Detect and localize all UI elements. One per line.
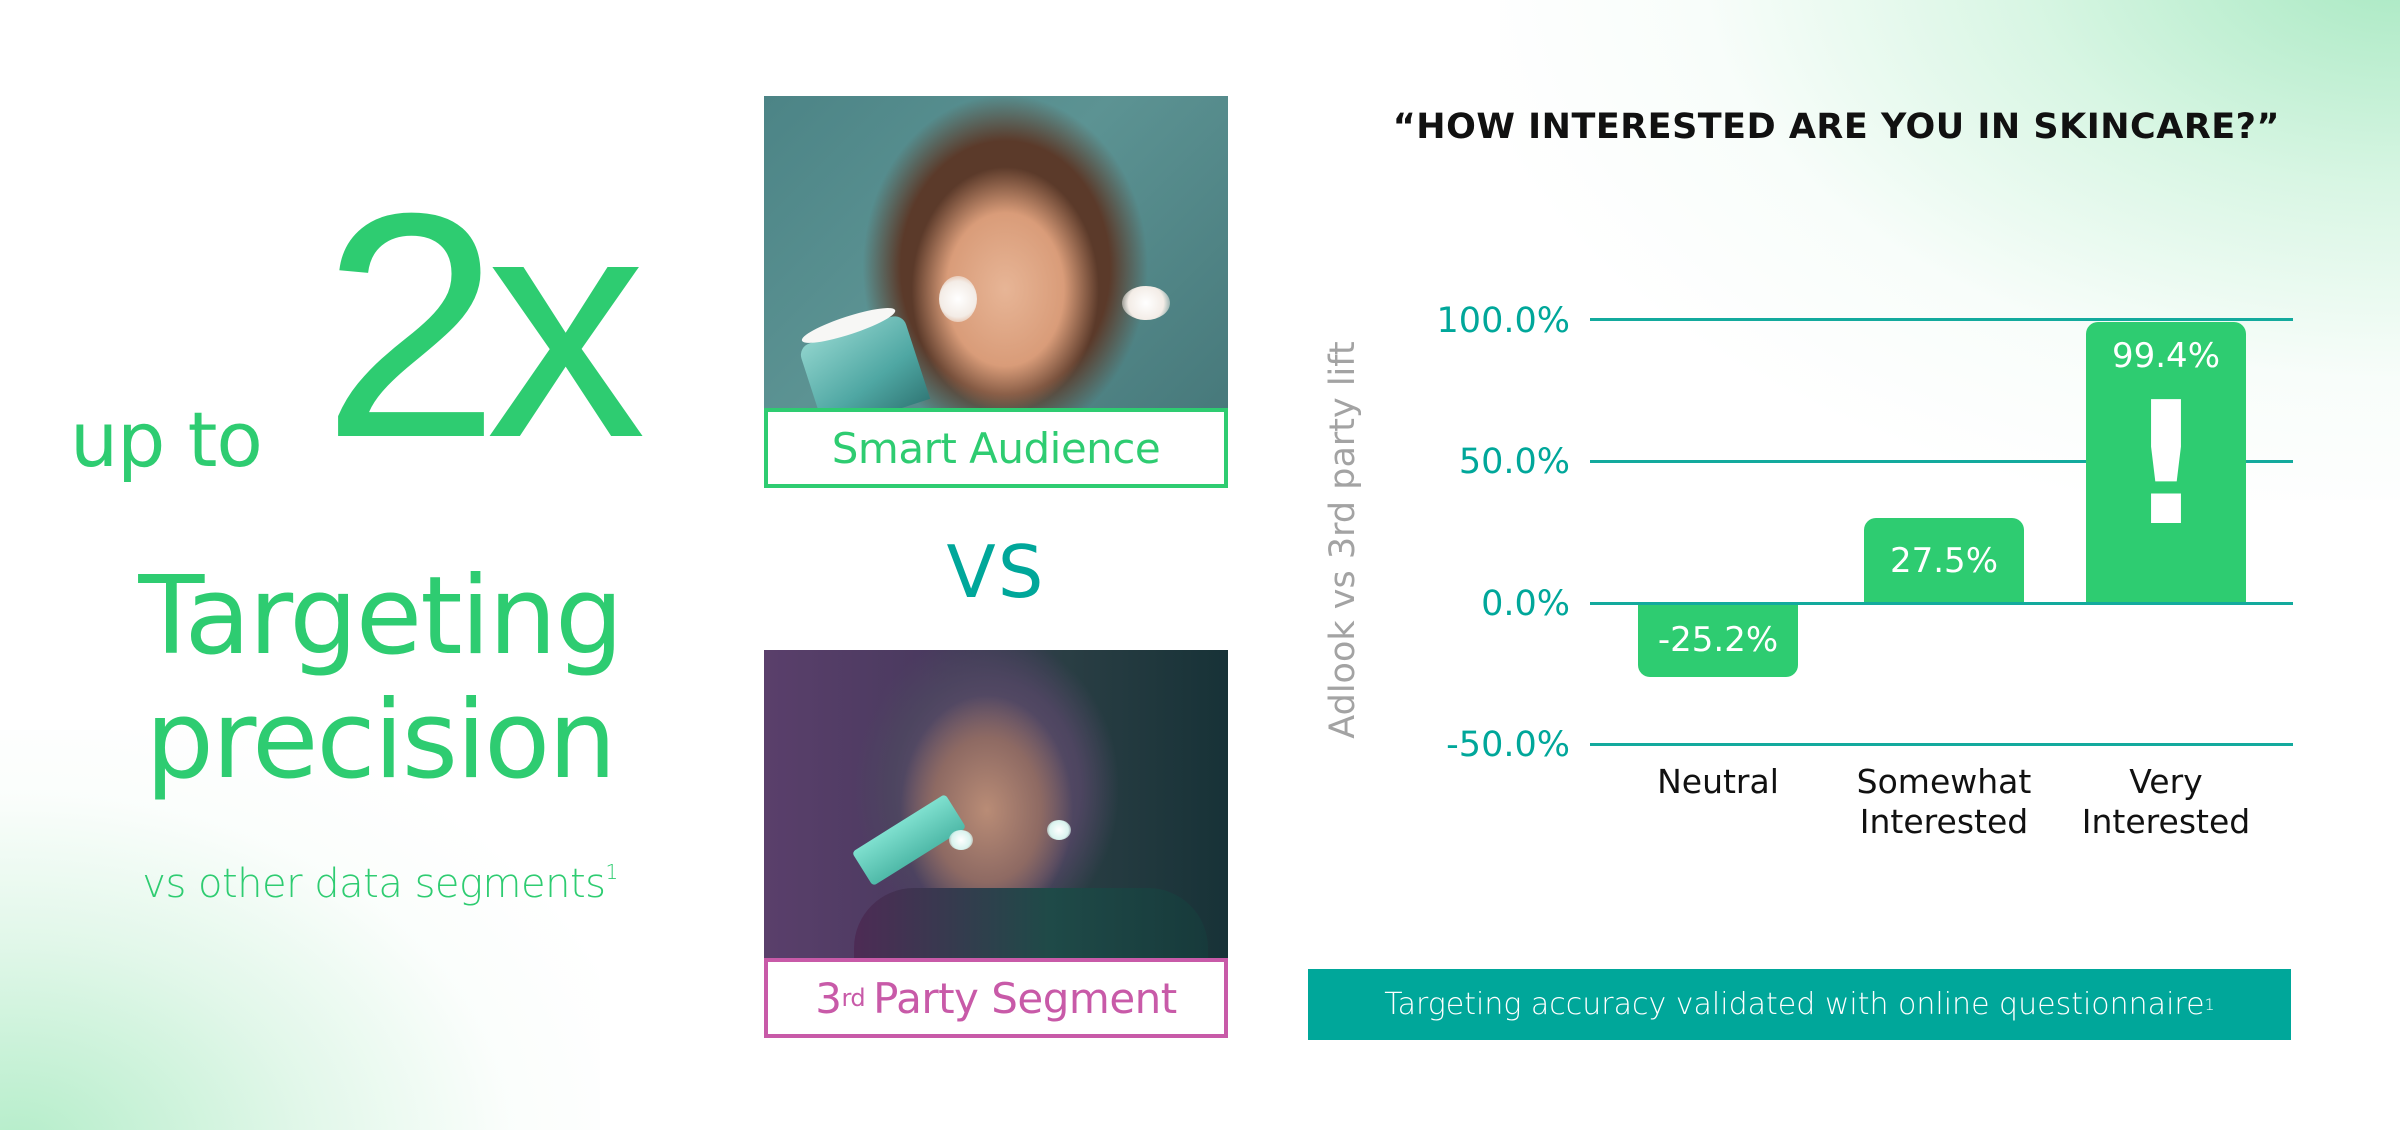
hero-title-line1: Targeting	[138, 554, 623, 679]
y-tick-100: 100.0%	[1436, 301, 1570, 341]
y-axis-label: Adlook vs 3rd party lift	[1323, 341, 1363, 739]
cream-dab	[949, 830, 973, 850]
gridline-50	[1590, 460, 2293, 463]
bar-somewhat-interested: 27.5%	[1864, 518, 2024, 603]
footer-banner: Targeting accuracy validated with online…	[1308, 969, 2291, 1040]
x-category-very-interested: Very Interested	[2081, 762, 2251, 841]
footnote-marker: 1	[2204, 995, 2215, 1014]
man-skincare-photo	[764, 650, 1228, 958]
bar-neutral: -25.2%	[1638, 603, 1798, 677]
hero-multiplier: 2x	[322, 146, 646, 504]
vs-separator: VS	[946, 530, 1046, 614]
y-tick-0: 0.0%	[1481, 584, 1570, 624]
cream-dab	[1047, 820, 1071, 840]
chart-title: “HOW INTERESTED ARE YOU IN SKINCARE?”	[1392, 107, 2280, 147]
y-tick-neg50: -50.0%	[1446, 725, 1570, 765]
background-glow-top-right	[1500, 0, 2400, 500]
cream-jar-icon	[797, 313, 931, 408]
footnote-marker: 1	[605, 860, 618, 884]
gridline-neg50	[1590, 743, 2293, 746]
footer-text: Targeting accuracy validated with online…	[1384, 987, 2205, 1022]
x-category-neutral: Neutral	[1657, 762, 1779, 801]
smart-audience-label: Smart Audience	[764, 408, 1228, 488]
hero-title-line2: precision	[145, 678, 616, 803]
hero-prefix: up to	[70, 395, 263, 484]
shirt-shape	[854, 888, 1208, 958]
gridline-100	[1590, 318, 2293, 321]
smart-audience-card: Smart Audience	[764, 96, 1228, 488]
bar-value-label: 27.5%	[1889, 540, 1998, 581]
exclamation-icon: !	[2127, 366, 2205, 564]
hero-subtitle-text: vs other data segments	[142, 861, 606, 907]
hero-title: Targeting precision	[0, 555, 760, 803]
bar-very-interested: 99.4% !	[2086, 322, 2246, 603]
hero-subtitle: vs other data segments1	[0, 860, 760, 907]
bar-value-label: 99.4%	[2111, 336, 2220, 376]
woman-skincare-photo	[764, 96, 1228, 408]
cream-dab	[939, 276, 977, 322]
bar-value-label: -25.2%	[1657, 620, 1779, 660]
x-category-somewhat-interested: Somewhat Interested	[1856, 762, 2032, 841]
gridline-0	[1590, 602, 2293, 605]
cream-dab	[1122, 286, 1170, 320]
y-tick-50: 50.0%	[1458, 442, 1570, 482]
